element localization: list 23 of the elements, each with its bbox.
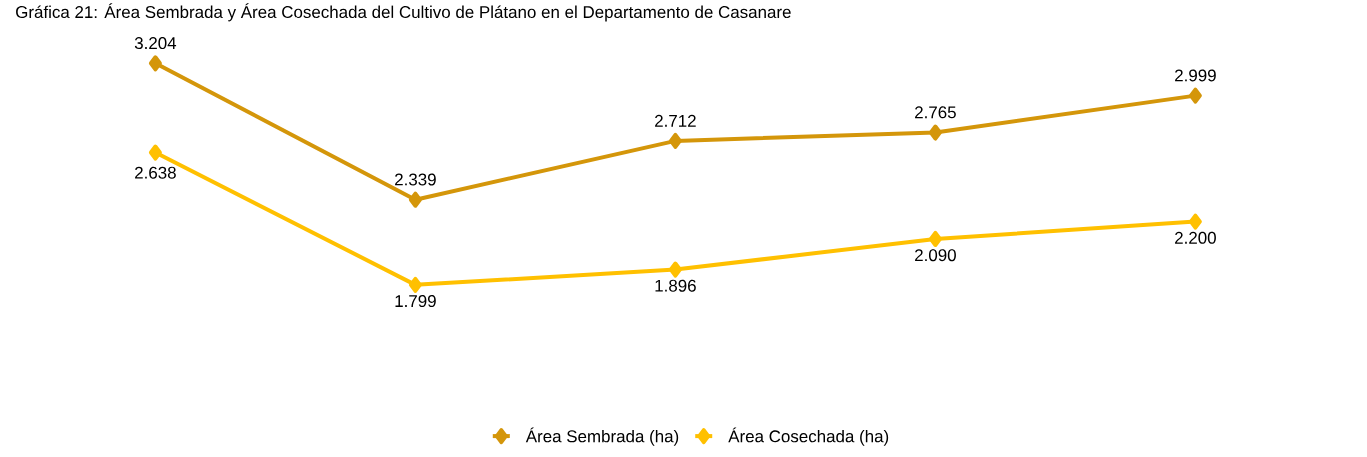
point — [668, 261, 682, 278]
point — [408, 276, 422, 293]
data-label: 2.638 — [135, 166, 176, 179]
data-label: 2.200 — [1175, 231, 1216, 244]
legend-label: Área Cosechada (ha) — [728, 427, 889, 446]
data-label: 2.999 — [1175, 69, 1216, 82]
point — [928, 230, 942, 247]
data-label: 2.765 — [915, 106, 956, 119]
data-label: 1.896 — [655, 279, 696, 292]
data-label: 2.712 — [655, 114, 696, 127]
point — [1188, 213, 1202, 230]
point — [928, 124, 942, 141]
data-label: 1.799 — [395, 295, 436, 308]
data-label: 2.339 — [395, 173, 436, 186]
point — [148, 144, 162, 161]
point — [668, 132, 682, 149]
point — [408, 191, 422, 208]
data-label: 2.090 — [915, 249, 956, 262]
data-label: 3.204 — [134, 37, 177, 50]
point — [1188, 87, 1202, 104]
chart-title: Gráfica 21: Área Sembrada y Área Cosechada del Cultivo de Plátano en el Departamento de Casanare — [16, 3, 791, 22]
point — [148, 55, 162, 72]
legend-label: Área Sembrada (ha) — [525, 427, 679, 446]
